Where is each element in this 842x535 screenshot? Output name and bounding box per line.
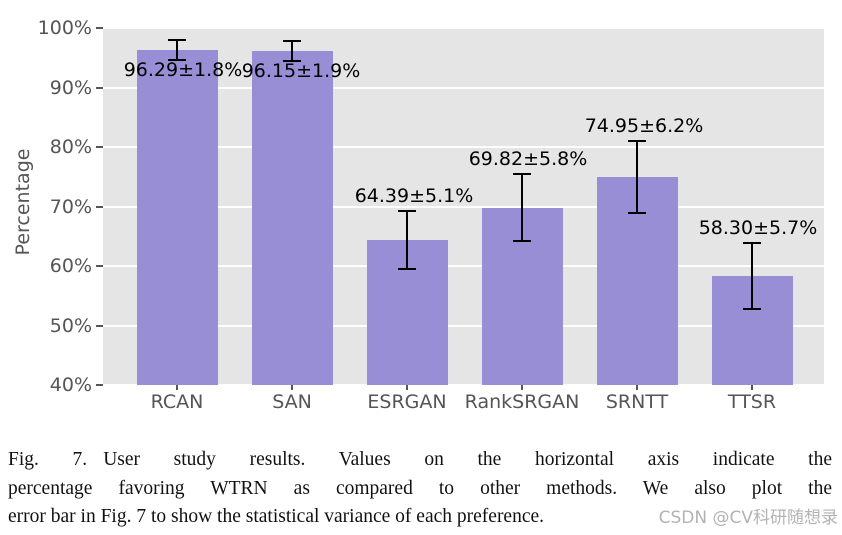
y-tick-label-70: 70% <box>49 195 92 218</box>
error-bar-RCAN <box>176 39 178 61</box>
y-tick-label-80: 80% <box>49 136 92 158</box>
value-label-SRNTT: 74.95±6.2% <box>584 115 704 138</box>
gridline-100 <box>103 27 824 29</box>
bar-SAN <box>251 50 333 385</box>
error-cap-top-RankSRGAN <box>513 173 531 176</box>
x-tick-mark-SRNTT <box>636 385 638 390</box>
value-label-ESRGAN: 64.39±5.1% <box>354 184 474 207</box>
gridline-80 <box>103 146 824 148</box>
x-tick-mark-SAN <box>291 385 293 390</box>
error-cap-bottom-ESRGAN <box>398 268 416 271</box>
gridline-90 <box>103 86 824 89</box>
error-cap-top-ESRGAN <box>398 209 416 212</box>
error-cap-top-SAN <box>283 39 301 42</box>
error-bar-SAN <box>291 39 293 63</box>
gridline-40 <box>103 384 824 386</box>
y-tick-mark-60 <box>96 265 103 267</box>
x-tick-mark-ESRGAN <box>406 385 408 390</box>
y-tick-mark-70 <box>96 205 103 208</box>
x-tick-label-SAN: SAN <box>272 391 312 413</box>
y-tick-mark-40 <box>96 384 103 386</box>
y-tick-label-40: 40% <box>49 374 92 396</box>
x-tick-mark-TTSR <box>751 385 753 390</box>
figure-caption: Fig. 7. User study results. Values on the… <box>8 446 832 532</box>
y-tick-label-50: 50% <box>49 314 92 337</box>
gridline-70 <box>103 205 824 208</box>
error-bar-RankSRGAN <box>521 173 523 243</box>
error-cap-bottom-RankSRGAN <box>513 240 531 243</box>
error-cap-top-SRNTT <box>628 140 646 143</box>
value-label-SAN: 96.15±1.9% <box>241 59 361 82</box>
y-tick-mark-50 <box>96 324 103 327</box>
error-cap-bottom-TTSR <box>743 308 761 311</box>
x-tick-label-ESRGAN: ESRGAN <box>367 391 447 413</box>
error-cap-top-RCAN <box>168 39 186 42</box>
error-cap-bottom-RCAN <box>168 58 186 61</box>
x-tick-label-TTSR: TTSR <box>727 391 777 413</box>
x-tick-mark-RCAN <box>176 385 178 390</box>
error-cap-top-TTSR <box>743 242 761 245</box>
caption-line-2: percentage favoring WTRN as compared to … <box>8 477 832 499</box>
value-label-RCAN: 96.29±1.8% <box>123 59 243 82</box>
error-bar-TTSR <box>751 242 753 311</box>
caption-line-3: error bar in Fig. 7 to show the statisti… <box>8 506 545 527</box>
value-label-TTSR: 58.30±5.7% <box>698 217 818 240</box>
error-cap-bottom-SAN <box>283 60 301 63</box>
x-tick-label-RankSRGAN: RankSRGAN <box>464 391 580 413</box>
x-tick-mark-RankSRGAN <box>521 385 523 390</box>
bar-RCAN <box>136 50 218 385</box>
caption-fig-label: Fig. 7. <box>8 449 88 470</box>
y-tick-mark-90 <box>96 86 103 89</box>
gridline-60 <box>103 265 824 267</box>
y-tick-label-100: 100% <box>37 17 92 39</box>
error-bar-ESRGAN <box>406 209 408 271</box>
plot-area: 96.29±1.8% 96.15±1.9% 64.39±5.1% 69.82±5.8%… <box>103 27 824 386</box>
x-tick-label-SRNTT: SRNTT <box>605 391 669 413</box>
value-label-RankSRGAN: 69.82±5.8% <box>468 148 588 171</box>
y-tick-mark-80 <box>96 146 103 148</box>
csdn-watermark: CSDN @CV科研随想录 <box>658 508 838 528</box>
gridline-50 <box>103 324 824 327</box>
error-bar-SRNTT <box>636 140 638 214</box>
x-tick-label-RCAN: RCAN <box>150 391 204 413</box>
y-tick-mark-100 <box>96 27 103 29</box>
caption-line-1-text: User study results. Values on the horizo… <box>103 449 832 470</box>
y-tick-label-60: 60% <box>49 255 92 277</box>
error-cap-bottom-SRNTT <box>628 211 646 214</box>
y-tick-label-90: 90% <box>49 76 92 99</box>
caption-line-1: Fig. 7. User study results. Values on the… <box>8 446 832 475</box>
